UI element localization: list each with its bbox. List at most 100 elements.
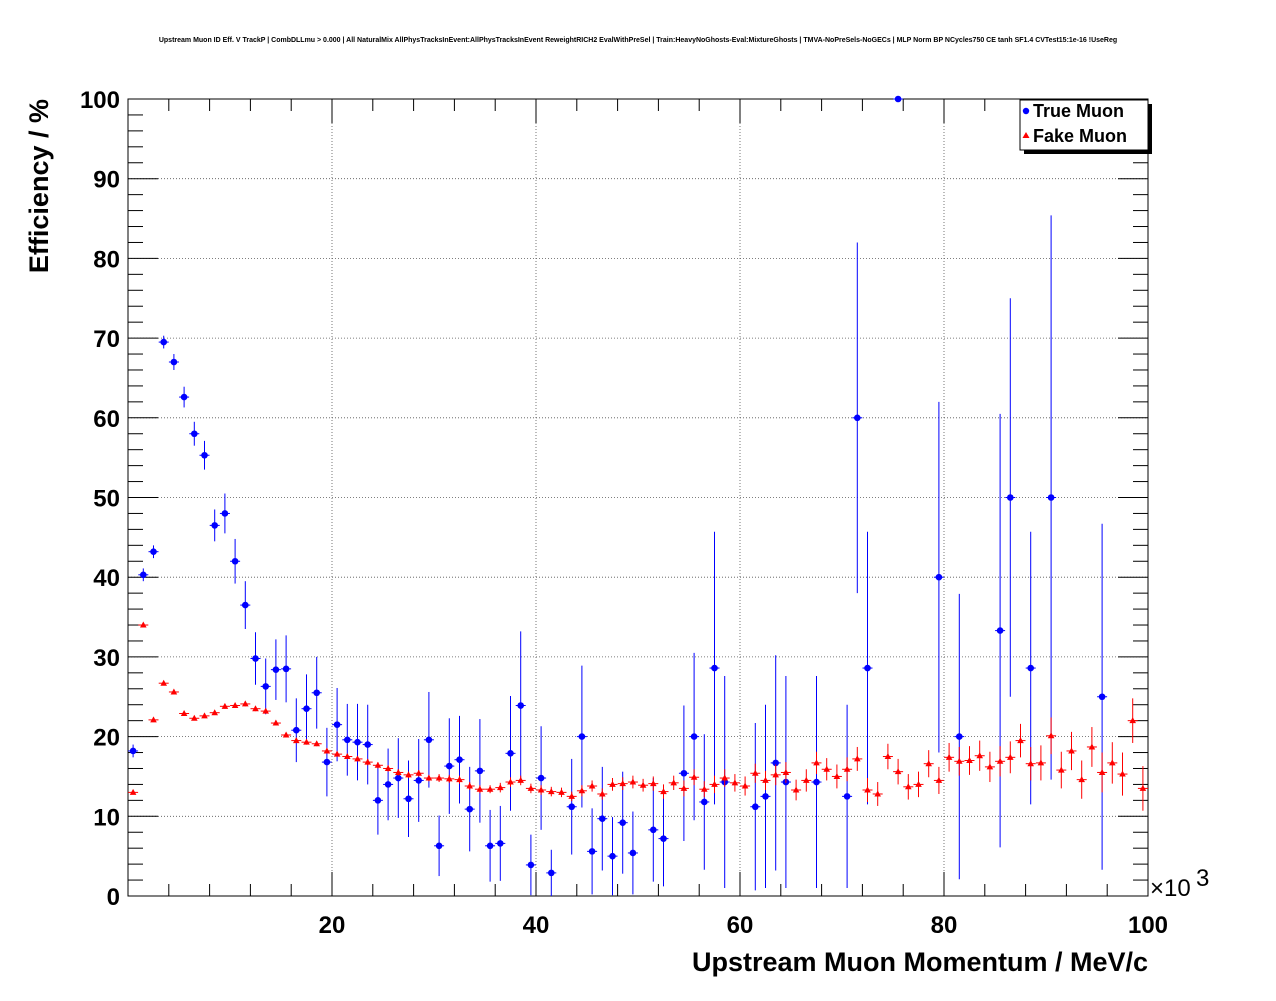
y-tick-label: 0	[107, 884, 120, 911]
data-point	[446, 762, 453, 770]
data-point	[976, 752, 983, 759]
data-point	[170, 358, 178, 366]
data-point	[507, 750, 514, 757]
data-point	[894, 95, 902, 103]
data-point	[507, 778, 514, 785]
data-point	[456, 756, 463, 764]
data-point	[466, 805, 474, 813]
data-point	[374, 761, 382, 768]
data-point	[313, 740, 320, 747]
data-point	[384, 781, 392, 788]
y-tick-label: 30	[93, 645, 120, 672]
data-point	[548, 788, 555, 795]
legend-marker-true-muon	[1022, 107, 1030, 115]
data-point	[344, 753, 351, 760]
x-multiplier-exponent: 3	[1196, 865, 1209, 892]
data-point	[741, 782, 749, 789]
data-point	[486, 842, 494, 850]
data-point	[293, 737, 300, 744]
legend-label-fake-muon: Fake Muon	[1033, 126, 1127, 146]
data-point	[191, 430, 198, 438]
data-point	[231, 702, 239, 709]
data-point	[211, 522, 218, 529]
data-point	[140, 621, 147, 628]
data-point	[1047, 494, 1055, 501]
data-point	[1088, 743, 1096, 750]
data-point	[405, 771, 412, 778]
data-point	[670, 779, 677, 786]
x-axis-title: Upstream Muon Momentum / MeV/c	[692, 947, 1148, 977]
y-tick-label: 40	[93, 565, 120, 592]
data-point	[527, 784, 535, 791]
data-point	[1037, 759, 1045, 766]
data-point	[517, 776, 524, 783]
data-point	[160, 679, 167, 686]
data-point	[956, 733, 963, 740]
data-point	[935, 573, 943, 581]
data-point	[650, 826, 657, 834]
data-point	[1007, 753, 1014, 760]
data-point	[680, 769, 688, 777]
data-point	[568, 803, 575, 811]
y-tick-label: 50	[93, 486, 120, 513]
data-point	[364, 758, 371, 765]
data-point	[966, 757, 973, 764]
data-point	[1047, 732, 1055, 739]
legend: True Muon Fake Muon	[1019, 99, 1152, 154]
data-point	[201, 712, 208, 719]
y-tick-label: 60	[93, 406, 120, 433]
data-point	[313, 689, 321, 697]
data-point	[180, 709, 188, 716]
data-point	[1007, 494, 1014, 501]
data-point	[262, 707, 269, 714]
data-point	[660, 835, 667, 842]
data-point	[558, 788, 565, 795]
data-point	[1068, 747, 1075, 754]
data-point	[323, 747, 331, 754]
data-point	[588, 848, 596, 855]
data-point	[486, 785, 494, 792]
data-point	[497, 840, 504, 847]
data-point	[221, 702, 229, 709]
chart-title: Upstream Muon ID Eff. V TrackP | CombDLL…	[159, 37, 1117, 44]
data-point	[588, 782, 596, 789]
data-point	[272, 719, 280, 726]
y-tick-label: 20	[93, 725, 120, 752]
data-point	[599, 815, 606, 822]
data-point	[803, 776, 810, 783]
data-point	[293, 726, 300, 734]
legend-marker-fake-muon	[1022, 132, 1030, 138]
y-tick-label: 80	[93, 246, 120, 273]
x-tick-label: 80	[931, 912, 958, 939]
x-multiplier-base: ×10	[1150, 875, 1191, 902]
data-point	[252, 705, 259, 712]
data-point	[996, 627, 1004, 634]
data-point	[731, 779, 739, 786]
data-point	[537, 774, 545, 782]
data-point	[721, 774, 728, 781]
data-point	[639, 781, 647, 788]
grid	[128, 99, 1148, 896]
data-point	[711, 780, 718, 787]
data-point	[956, 757, 963, 764]
data-point	[354, 755, 361, 762]
data-point	[415, 777, 423, 784]
data-point	[1119, 770, 1126, 777]
data-point	[180, 393, 188, 401]
data-point	[333, 750, 341, 757]
data-point	[752, 769, 759, 776]
data-point	[303, 705, 310, 713]
data-point	[231, 557, 239, 565]
data-point	[1109, 759, 1116, 766]
data-point	[986, 763, 994, 770]
y-tick-label: 10	[93, 804, 120, 831]
data-point	[690, 773, 698, 780]
data-point	[792, 786, 800, 793]
data-point	[129, 747, 137, 755]
data-point	[864, 786, 871, 793]
data-point	[354, 738, 361, 746]
data-point	[915, 780, 922, 787]
data-point	[752, 803, 759, 811]
data-point	[160, 338, 167, 346]
